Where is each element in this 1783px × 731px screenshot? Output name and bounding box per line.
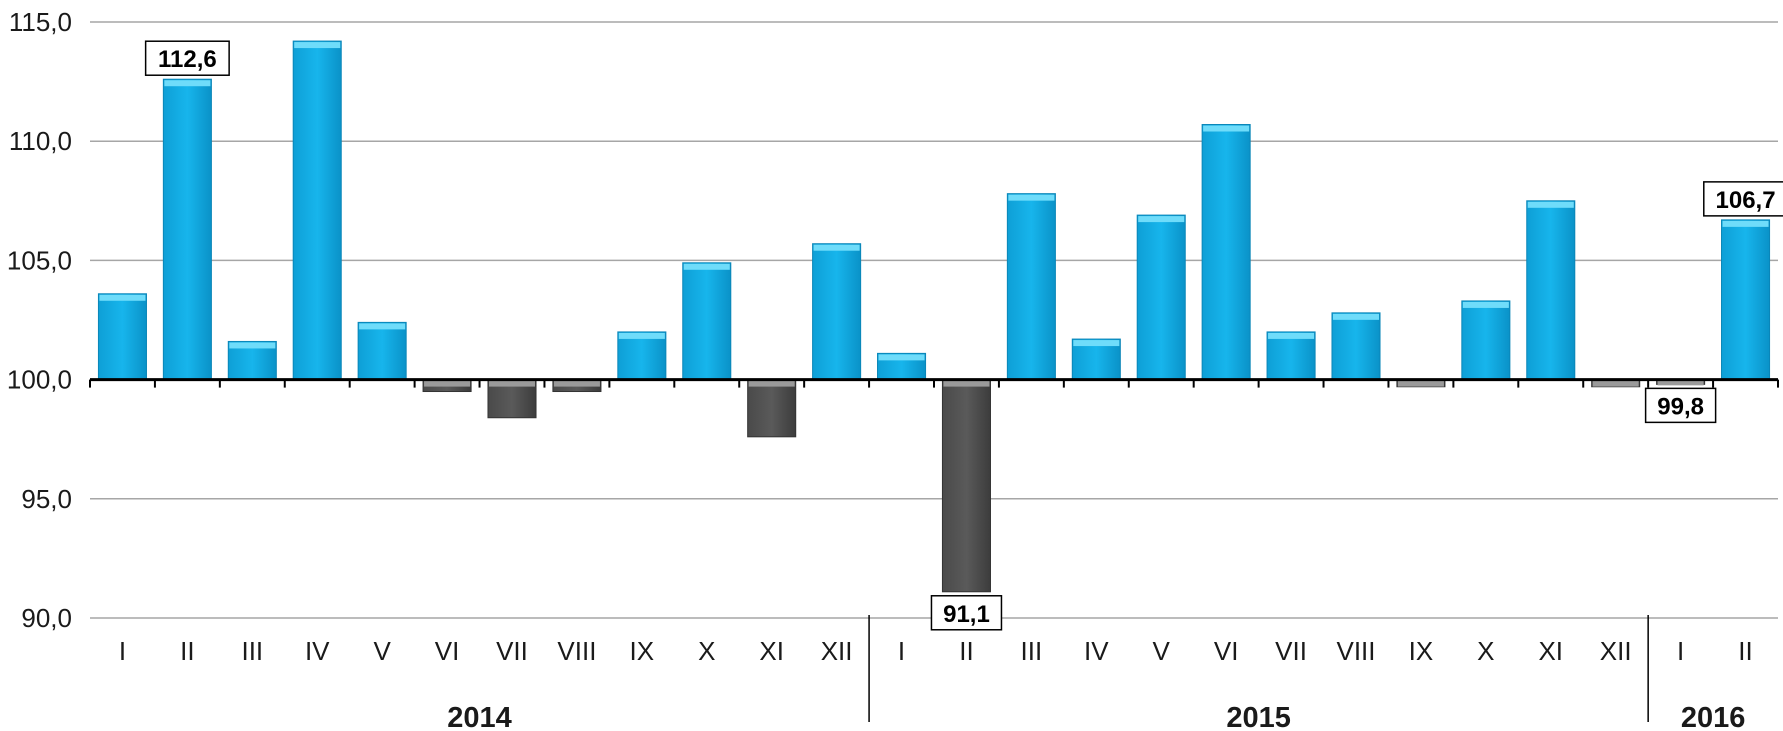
svg-text:112,6: 112,6	[158, 46, 217, 73]
x-category-label: VII	[1275, 636, 1307, 666]
x-category-label: I	[898, 636, 905, 666]
y-tick-label: 95,0	[21, 484, 72, 514]
bar	[941, 379, 991, 593]
bar	[617, 331, 667, 381]
value-callout: 112,6	[144, 40, 230, 76]
bar	[162, 78, 212, 381]
bar	[1006, 193, 1056, 381]
x-category-label: XI	[1538, 636, 1563, 666]
x-category-label: VIII	[1336, 636, 1375, 666]
bars	[97, 40, 1771, 593]
bar	[1266, 331, 1316, 381]
x-category-label: IV	[1084, 636, 1109, 666]
x-category-label: XII	[821, 636, 853, 666]
x-category-label: II	[1738, 636, 1752, 666]
svg-text:99,8: 99,8	[1657, 393, 1704, 420]
gridlines	[90, 21, 1778, 619]
bar	[1331, 312, 1381, 381]
bar	[812, 243, 862, 381]
x-category-label: XI	[759, 636, 784, 666]
x-category-label: V	[1153, 636, 1171, 666]
bar	[1071, 338, 1121, 381]
x-category-label: VIII	[557, 636, 596, 666]
value-callouts: 112,6 91,1 99,8 106,7	[144, 40, 1783, 631]
bar	[1136, 214, 1186, 381]
bar	[1721, 219, 1771, 381]
bar	[292, 40, 342, 381]
x-category-label: I	[1677, 636, 1684, 666]
bar	[1526, 200, 1576, 381]
x-category-label: IX	[630, 636, 655, 666]
y-tick-label: 90,0	[21, 603, 72, 633]
year-groups: 2014 2015 2016	[447, 615, 1745, 731]
x-category-label: IV	[305, 636, 330, 666]
x-category-label: XII	[1600, 636, 1632, 666]
x-category-label: III	[1021, 636, 1043, 666]
year-label: 2014	[447, 702, 512, 731]
x-category-label: III	[241, 636, 263, 666]
x-category-label: II	[180, 636, 194, 666]
x-category-label: X	[1477, 636, 1494, 666]
x-category-label: IX	[1409, 636, 1434, 666]
value-callout: 99,8	[1644, 387, 1717, 424]
y-tick-label: 110,0	[9, 126, 72, 156]
value-callout: 91,1	[930, 595, 1003, 631]
bar	[682, 262, 732, 381]
bar	[422, 379, 472, 393]
bar	[1201, 124, 1251, 381]
x-category-label: VI	[435, 636, 460, 666]
x-category-label: II	[959, 636, 973, 666]
x-category-label: VII	[496, 636, 528, 666]
baseline-axis	[89, 378, 1779, 388]
bar	[97, 293, 147, 381]
bar	[552, 379, 602, 393]
bar	[227, 340, 277, 381]
bar	[487, 379, 537, 419]
bar	[877, 352, 927, 381]
x-category-label: X	[698, 636, 715, 666]
y-tick-label: 100,0	[7, 365, 72, 395]
x-axis-labels: I II III IV V VI VII VIII IX X XI XII I II III IV V VI VII…	[119, 636, 1753, 666]
value-callout: 106,7	[1703, 181, 1783, 217]
year-label: 2016	[1681, 702, 1746, 731]
y-tick-label: 115,0	[9, 7, 72, 37]
svg-text:106,7: 106,7	[1716, 187, 1776, 214]
x-category-label: VI	[1214, 636, 1239, 666]
bar	[357, 321, 407, 381]
x-category-label: V	[373, 636, 391, 666]
svg-text:91,1: 91,1	[943, 601, 990, 628]
bar	[747, 379, 797, 438]
y-tick-label: 105,0	[7, 245, 72, 275]
year-label: 2015	[1226, 702, 1291, 731]
y-axis-ticks: 90,0 95,0 100,0 105,0 110,0 115,0	[7, 7, 72, 633]
bar	[1461, 300, 1511, 381]
x-category-label: I	[119, 636, 126, 666]
